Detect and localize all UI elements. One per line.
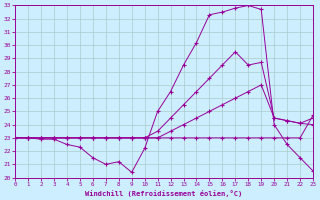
X-axis label: Windchill (Refroidissement éolien,°C): Windchill (Refroidissement éolien,°C): [85, 190, 243, 197]
